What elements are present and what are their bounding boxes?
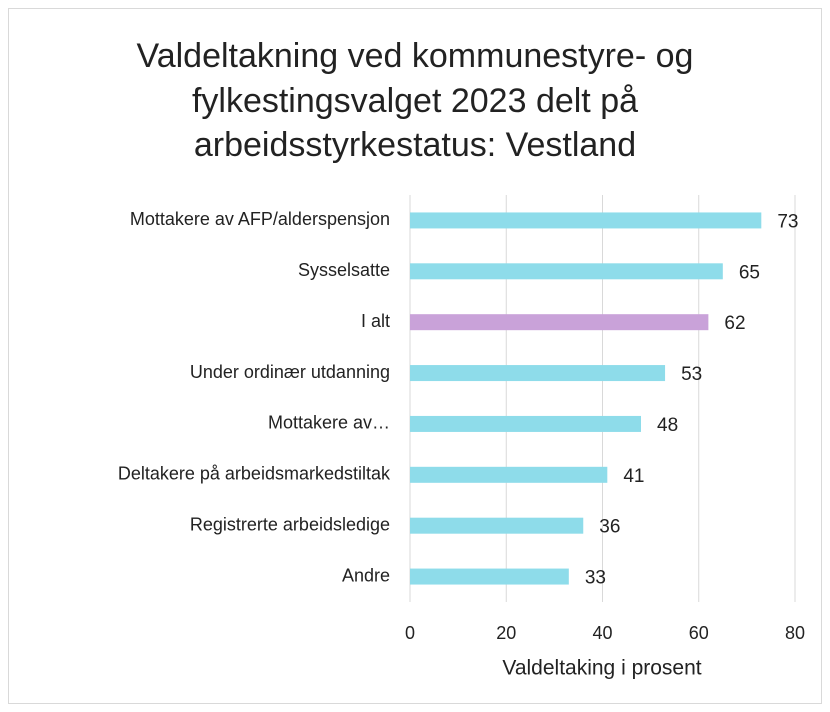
x-tick-label: 0 bbox=[405, 623, 415, 643]
chart-title: fylkestingsvalget 2023 delt på bbox=[192, 82, 638, 120]
data-label: 73 bbox=[777, 211, 798, 232]
data-label: 62 bbox=[724, 313, 745, 334]
y-tick-label: Sysselsatte bbox=[298, 260, 390, 280]
bar bbox=[410, 568, 569, 585]
y-tick-label: Registrerte arbeidsledige bbox=[190, 514, 390, 534]
data-label: 65 bbox=[739, 262, 760, 283]
x-tick-label: 40 bbox=[592, 623, 612, 643]
y-tick-label: Andre bbox=[342, 565, 390, 585]
bar bbox=[410, 466, 608, 483]
bar bbox=[410, 415, 641, 432]
data-label: 53 bbox=[681, 364, 702, 385]
data-label: 41 bbox=[623, 466, 644, 487]
y-tick-label: Deltakere på arbeidsmarkedstiltak bbox=[118, 464, 391, 484]
bar bbox=[410, 365, 666, 382]
bar bbox=[410, 212, 762, 229]
y-tick-label: Mottakere av… bbox=[268, 413, 390, 433]
chart-frame bbox=[8, 8, 822, 704]
chart-title: arbeidsstyrkestatus: Vestland bbox=[194, 126, 636, 164]
y-tick-label: I alt bbox=[361, 311, 390, 331]
bar bbox=[410, 517, 584, 534]
bar bbox=[410, 314, 709, 331]
x-tick-label: 20 bbox=[496, 623, 516, 643]
bar bbox=[410, 263, 723, 280]
chart-title: Valdeltakning ved kommunestyre- og bbox=[137, 37, 694, 75]
data-label: 36 bbox=[599, 517, 620, 538]
x-tick-label: 80 bbox=[785, 623, 805, 643]
data-label: 48 bbox=[657, 415, 678, 436]
y-tick-label: Under ordinær utdanning bbox=[190, 362, 390, 382]
x-tick-label: 60 bbox=[689, 623, 709, 643]
data-label: 33 bbox=[585, 568, 606, 589]
y-tick-label: Mottakere av AFP/alderspensjon bbox=[130, 209, 390, 229]
x-axis-label: Valdeltaking i prosent bbox=[502, 657, 701, 680]
